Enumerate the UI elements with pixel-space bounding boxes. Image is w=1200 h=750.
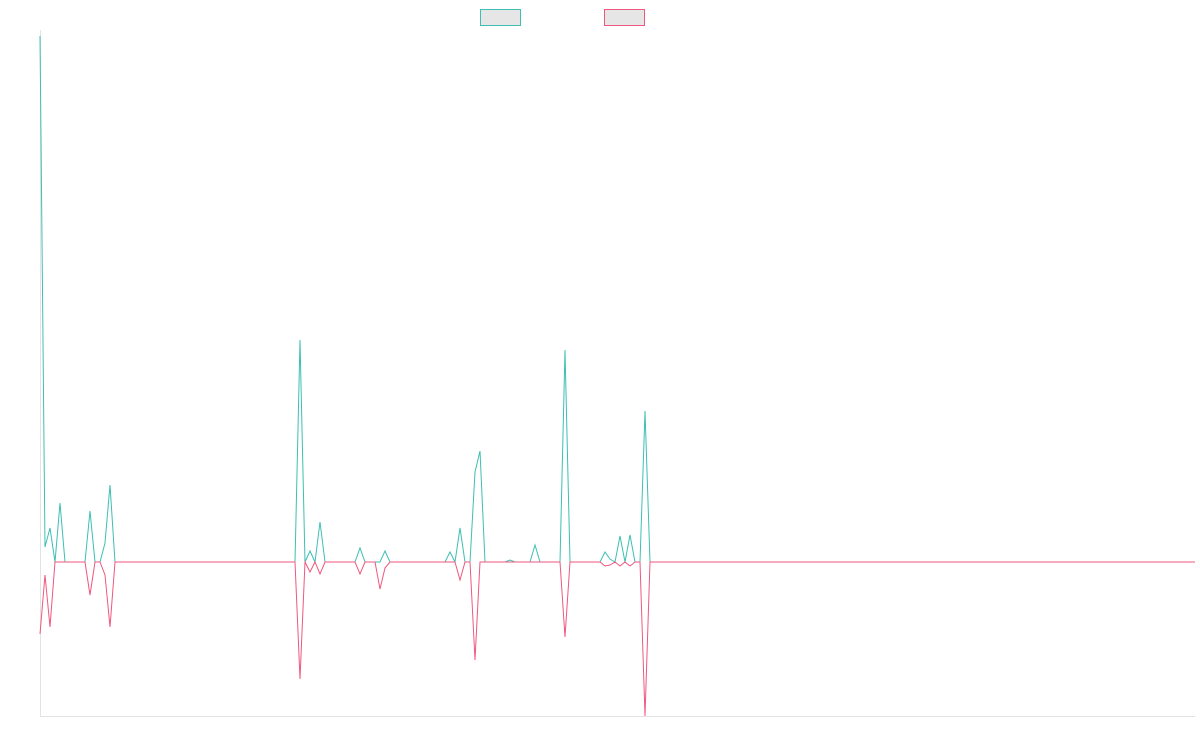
legend-swatch [480, 9, 521, 26]
series-line [39, 35, 1195, 564]
legend-swatch [604, 9, 645, 26]
series-line [39, 560, 1195, 717]
